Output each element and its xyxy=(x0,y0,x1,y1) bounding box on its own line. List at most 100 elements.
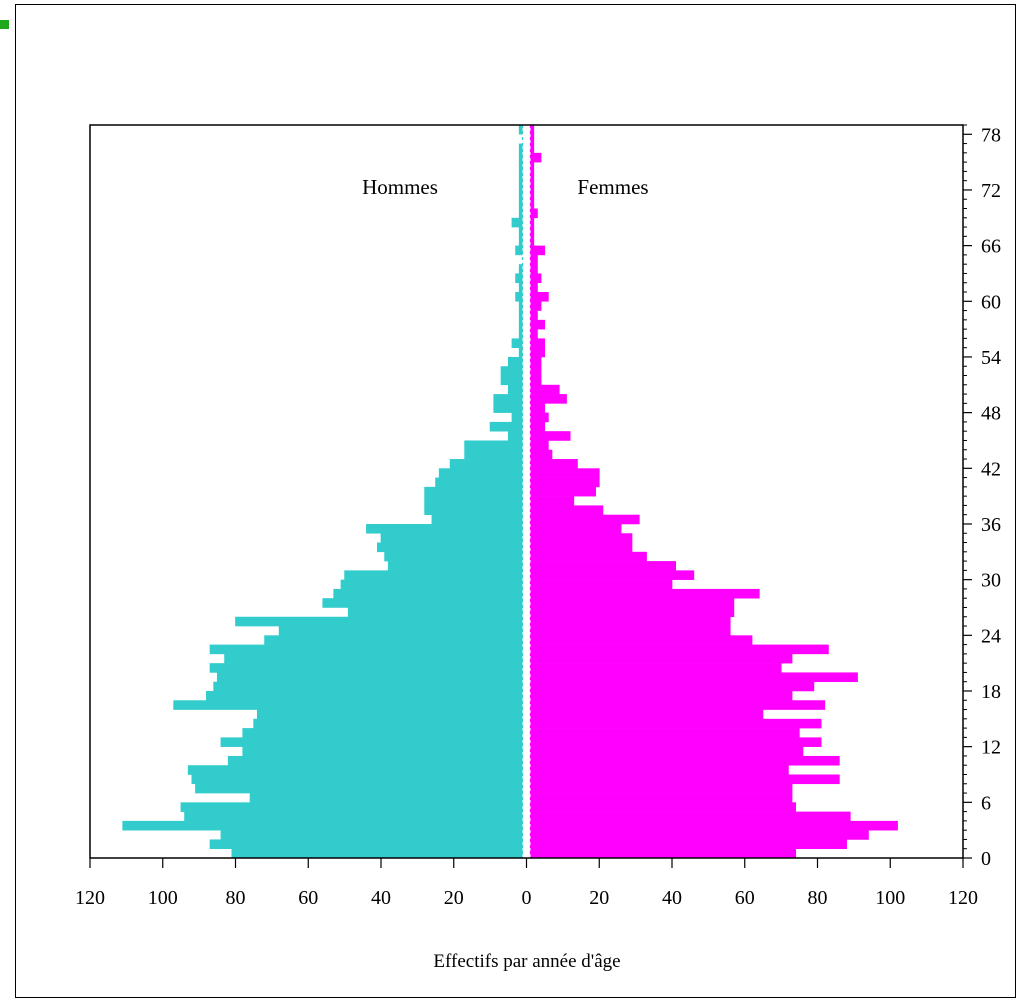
bar-femmes-age-75 xyxy=(530,152,542,163)
bar-femmes-age-59 xyxy=(530,301,542,311)
y-tick-label: 30 xyxy=(981,570,1001,592)
bar-femmes-age-17 xyxy=(530,690,793,701)
bar-femmes-age-12 xyxy=(530,737,822,747)
bar-femmes-age-2 xyxy=(530,830,869,840)
bar-hommes-age-75 xyxy=(518,152,523,163)
bar-femmes-age-53 xyxy=(530,356,542,367)
bar-hommes-age-8 xyxy=(191,774,523,785)
bar-femmes-age-8 xyxy=(530,774,840,785)
bar-hommes-age-72 xyxy=(518,180,523,191)
bar-femmes-age-18 xyxy=(530,681,815,692)
bar-femmes-age-33 xyxy=(530,542,633,553)
bar-hommes-age-70 xyxy=(518,199,523,209)
bar-hommes-age-53 xyxy=(507,356,523,367)
bar-femmes-age-37 xyxy=(530,505,604,515)
bar-femmes-age-25 xyxy=(530,616,731,627)
bar-femmes-age-23 xyxy=(530,635,753,645)
bar-femmes-age-10 xyxy=(530,755,840,766)
bar-hommes-age-38 xyxy=(424,496,523,506)
bar-hommes-age-63 xyxy=(518,264,523,274)
x-tick-label: 100 xyxy=(875,887,905,909)
bar-femmes-age-28 xyxy=(530,588,760,599)
label-femmes: Femmes xyxy=(577,175,648,199)
bar-hommes-age-50 xyxy=(507,384,523,395)
bar-femmes-age-35 xyxy=(530,523,622,534)
bar-femmes-age-4 xyxy=(530,811,851,822)
bar-hommes-age-43 xyxy=(464,449,523,460)
bar-femmes-age-30 xyxy=(530,570,695,580)
bar-femmes-age-40 xyxy=(530,477,600,488)
bar-femmes-age-7 xyxy=(530,783,793,794)
bar-femmes-age-54 xyxy=(530,347,546,358)
y-tick-label: 66 xyxy=(981,236,1001,258)
bar-hommes-age-48 xyxy=(493,403,523,413)
bar-femmes-age-29 xyxy=(530,579,673,590)
bar-hommes-age-69 xyxy=(518,208,523,219)
bar-hommes-age-55 xyxy=(511,338,523,348)
bar-femmes-age-77 xyxy=(530,134,535,144)
corner-marker xyxy=(0,20,9,29)
bar-hommes-age-71 xyxy=(518,189,523,200)
bar-hommes-age-32 xyxy=(384,551,523,562)
y-tick-label: 36 xyxy=(981,514,1001,536)
bar-hommes-age-42 xyxy=(449,459,523,469)
bar-hommes-age-76 xyxy=(518,143,523,154)
bar-femmes-age-9 xyxy=(530,765,789,775)
bar-hommes-age-26 xyxy=(347,607,523,618)
bar-hommes-age-25 xyxy=(235,616,523,627)
x-tick-label: 0 xyxy=(522,887,532,909)
bar-femmes-age-63 xyxy=(530,264,538,274)
bar-hommes-age-10 xyxy=(227,755,523,766)
bar-femmes-age-32 xyxy=(530,551,647,562)
bar-femmes-age-41 xyxy=(530,468,600,478)
bar-hommes-age-3 xyxy=(122,820,523,831)
x-axis-title: Effectifs par année d'âge xyxy=(433,951,620,972)
bar-femmes-age-69 xyxy=(530,208,538,219)
bar-hommes-age-22 xyxy=(209,644,523,655)
bar-hommes-age-7 xyxy=(195,783,523,794)
bar-hommes-age-31 xyxy=(387,561,523,571)
center-gap xyxy=(522,125,531,858)
bar-femmes-age-1 xyxy=(530,839,847,850)
bar-femmes-age-55 xyxy=(530,338,546,348)
bar-hommes-age-33 xyxy=(377,542,523,553)
bar-hommes-age-15 xyxy=(256,709,523,720)
x-tick-label: 20 xyxy=(589,887,609,909)
bar-femmes-age-20 xyxy=(530,663,782,673)
bar-hommes-age-51 xyxy=(500,375,523,386)
y-axis: 0 6 12 18 24 30 36 42 48 54 60 66 72 78 xyxy=(963,124,1001,870)
bar-femmes-age-76 xyxy=(530,143,535,154)
bar-hommes-age-34 xyxy=(380,533,523,543)
bar-femmes-age-62 xyxy=(530,273,542,284)
bar-femmes-age-13 xyxy=(530,728,800,738)
bar-hommes-age-56 xyxy=(518,329,523,339)
bar-femmes-age-50 xyxy=(530,384,560,395)
bar-hommes-age-59 xyxy=(518,301,523,311)
bar-hommes-age-17 xyxy=(206,690,523,701)
bars-layer xyxy=(122,125,898,859)
bar-femmes-age-6 xyxy=(530,793,793,803)
y-tick-label: 12 xyxy=(981,737,1001,759)
bar-femmes-age-34 xyxy=(530,533,633,543)
label-hommes: Hommes xyxy=(362,175,438,199)
bar-hommes-age-61 xyxy=(518,282,523,293)
bar-femmes-age-60 xyxy=(530,292,549,302)
bar-femmes-age-56 xyxy=(530,329,538,339)
bar-femmes-age-22 xyxy=(530,644,829,655)
bar-femmes-age-45 xyxy=(530,431,571,441)
bar-hommes-age-21 xyxy=(224,653,523,664)
bar-femmes-age-38 xyxy=(530,496,575,506)
bar-hommes-age-58 xyxy=(518,310,523,321)
bar-femmes-age-67 xyxy=(530,227,535,237)
bar-femmes-age-65 xyxy=(530,245,546,256)
bar-hommes-age-35 xyxy=(366,523,523,534)
bar-femmes-age-27 xyxy=(530,598,735,608)
y-tick-label: 0 xyxy=(981,848,991,870)
bar-hommes-age-1 xyxy=(209,839,523,850)
bar-femmes-age-14 xyxy=(530,718,822,729)
bar-femmes-age-11 xyxy=(530,746,804,757)
bar-femmes-age-0 xyxy=(530,848,797,859)
bar-femmes-age-36 xyxy=(530,514,640,525)
bar-femmes-age-72 xyxy=(530,180,535,191)
bar-hommes-age-29 xyxy=(340,579,523,590)
